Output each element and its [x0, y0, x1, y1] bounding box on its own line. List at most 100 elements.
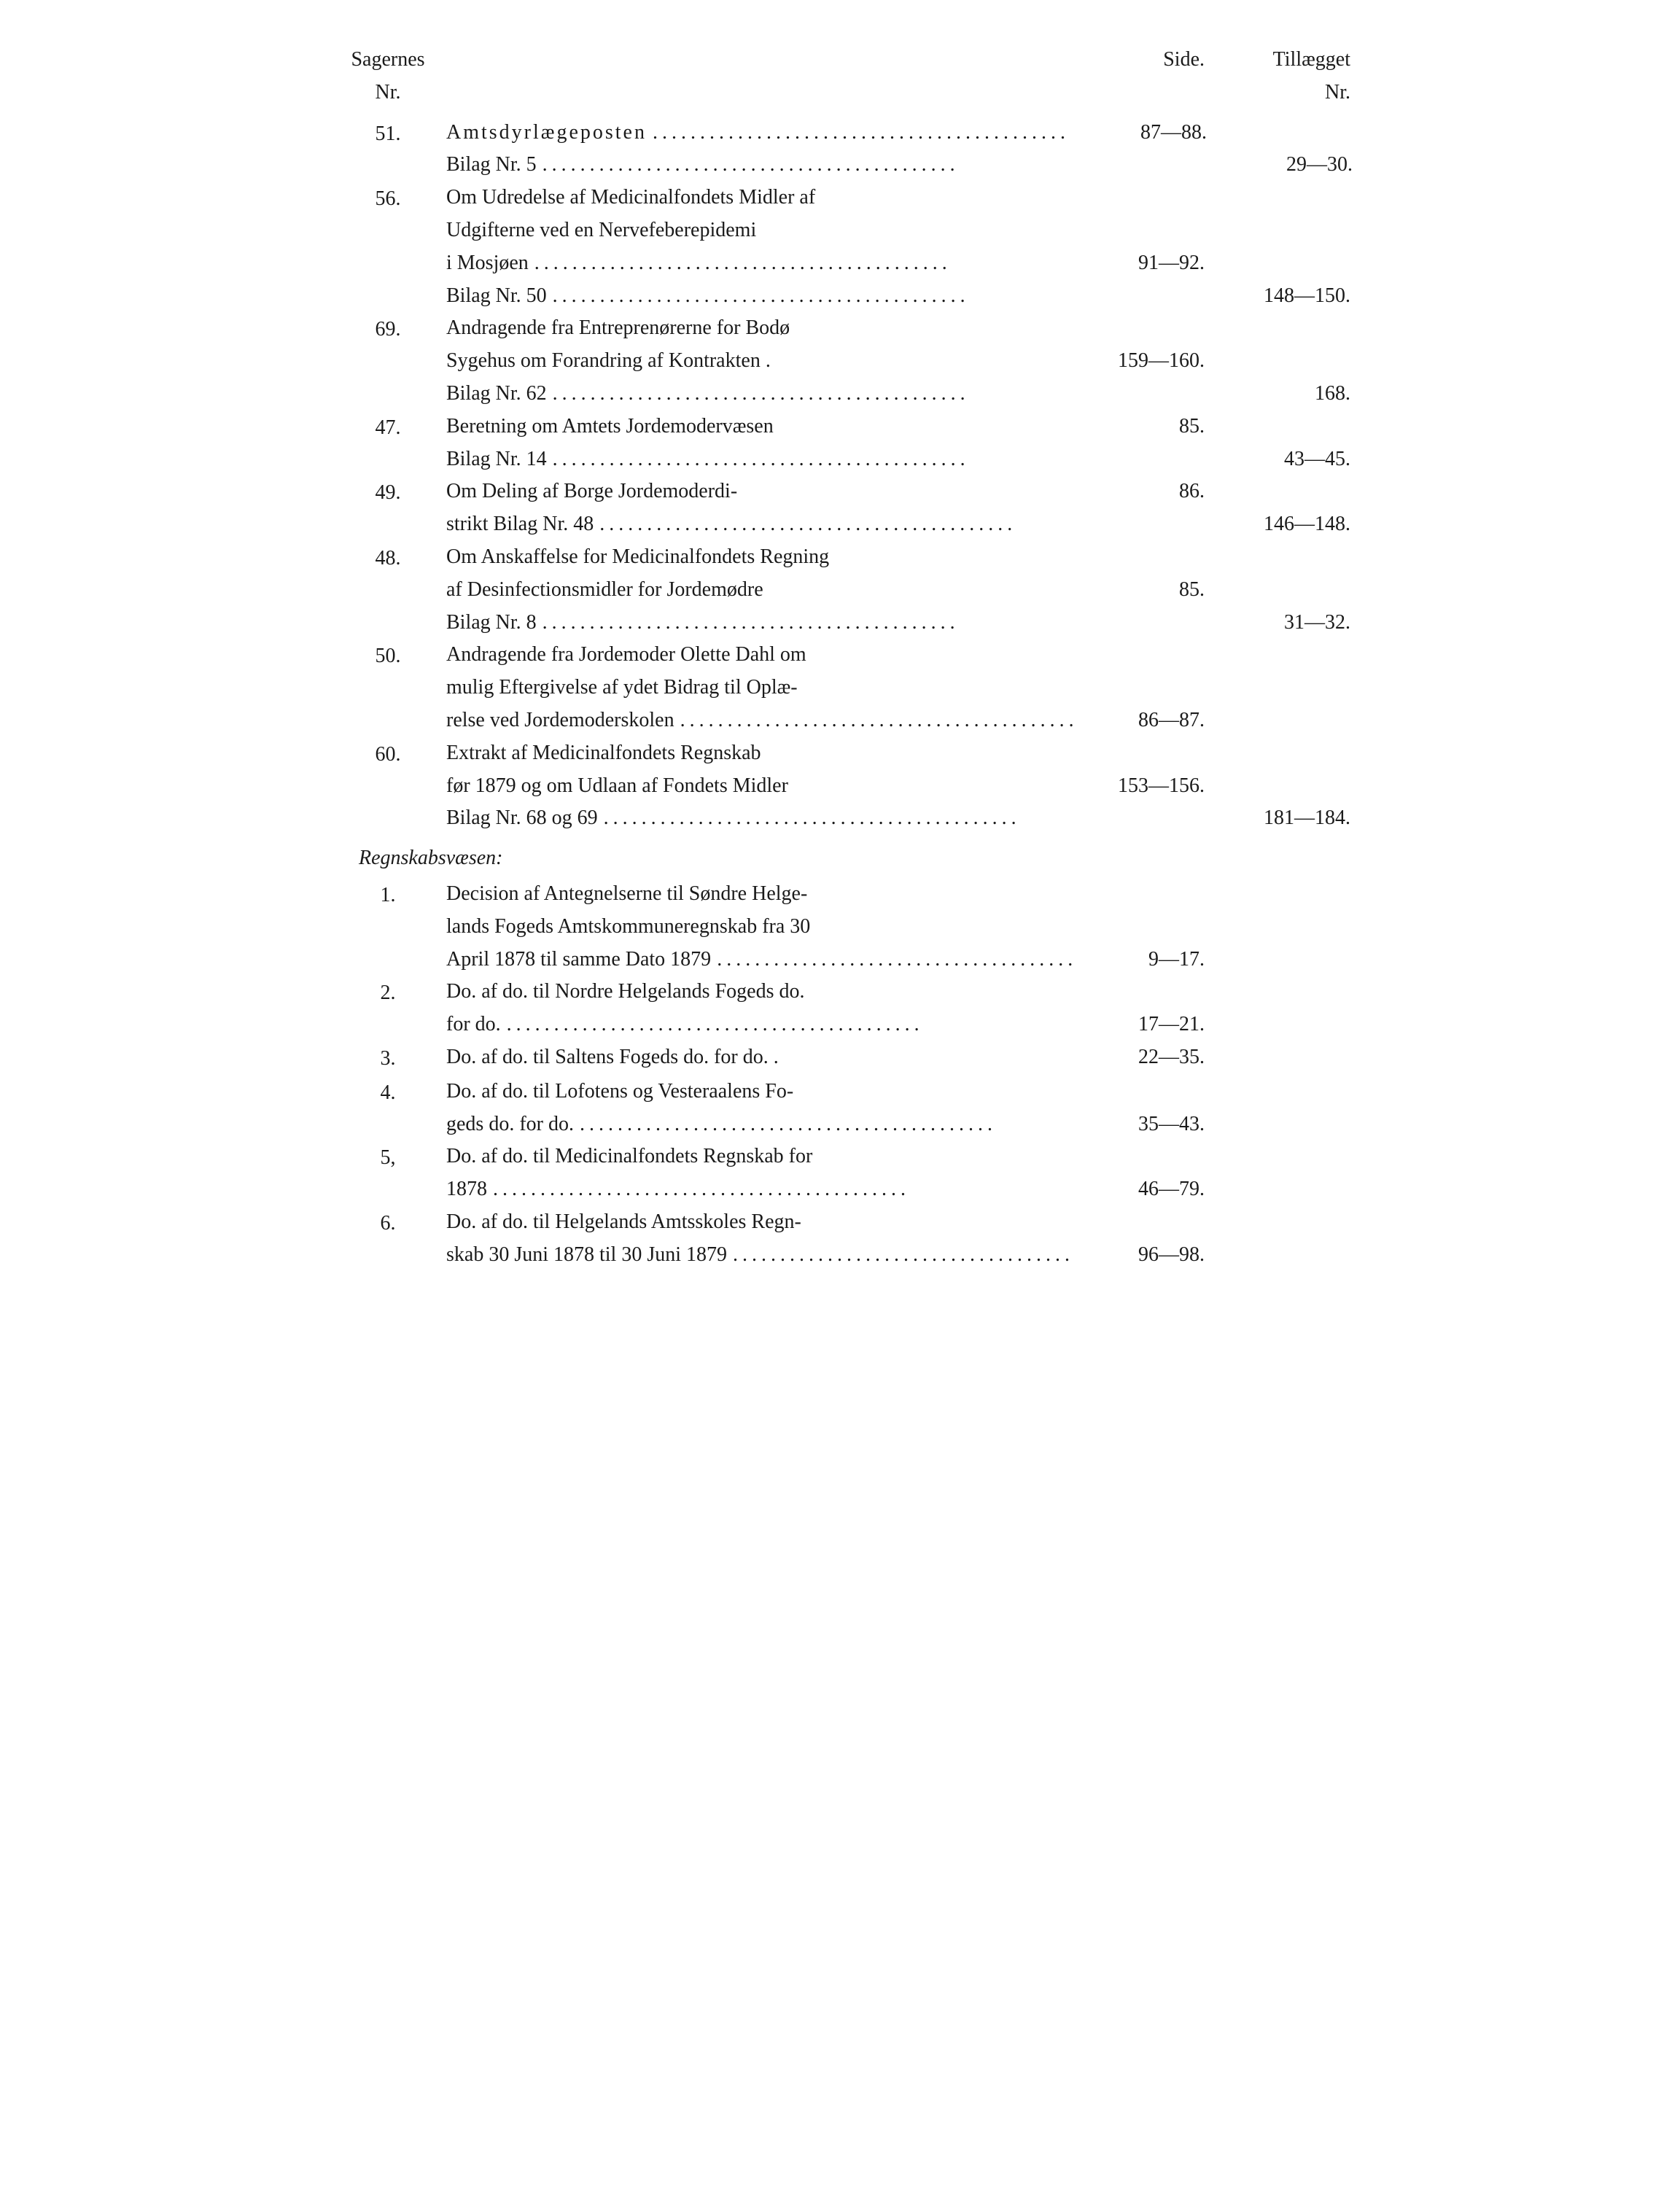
side-value: 35—43. — [1073, 1108, 1205, 1141]
leader-dots: ........................................… — [537, 149, 1076, 182]
side-value: 87—88. — [1076, 117, 1207, 149]
entry-line: Sygehus om Forandring af Kontrakten .159… — [446, 345, 1350, 378]
entry-text: for do. — [446, 1008, 501, 1041]
tillaeg-value: 43—45. — [1205, 443, 1350, 476]
entry-number: 6. — [330, 1206, 446, 1240]
entry-line: Bilag Nr. 50............................… — [446, 280, 1350, 313]
entry-line: af Desinfectionsmidler for Jordemødre 85. — [446, 574, 1350, 607]
header-tillaeg: Tillægget Nr. — [1205, 44, 1350, 109]
entry-body: Decision af Antegnelserne til Søndre Hel… — [446, 878, 1350, 976]
entry-line: relse ved Jordemoderskolen..............… — [446, 704, 1350, 737]
section-heading: Regnskabsvæsen: — [359, 842, 1350, 875]
entry-text: Andragende fra Jordemoder Olette Dahl om — [446, 639, 806, 672]
entry-line: Beretning om Amtets Jordemodervæsen85. — [446, 411, 1350, 443]
entry-line: Bilag Nr. 5.............................… — [446, 149, 1353, 182]
page-container: Sagernes Nr. Side. Tillægget Nr. 51.Amts… — [330, 44, 1350, 1271]
entry-line: Do. af do. til Nordre Helgelands Fogeds … — [446, 976, 1350, 1008]
entry-text: Do. af do. til Lofotens og Vesteraalens … — [446, 1076, 793, 1108]
tillaeg-value: 29—30. — [1207, 149, 1353, 182]
entry-number: 3. — [330, 1041, 446, 1076]
leader-dots: ........................................… — [674, 704, 1073, 737]
entry-text: Bilag Nr. 50 — [446, 280, 547, 313]
side-value: 96—98. — [1073, 1239, 1205, 1272]
entry-number: 5, — [330, 1140, 446, 1175]
entry-text: lands Fogeds Amtskommuneregnskab fra 30 — [446, 911, 810, 944]
table-row: 47.Beretning om Amtets Jordemodervæsen85… — [330, 411, 1350, 476]
entry-number: 60. — [330, 737, 446, 771]
entry-line: Bilag Nr. 68 og 69......................… — [446, 802, 1350, 835]
leader-dots: ........................................… — [547, 378, 1073, 411]
entry-line: før 1879 og om Udlaan af Fondets Midler1… — [446, 770, 1350, 803]
entry-body: Om Udredelse af Medicinalfondets Midler … — [446, 182, 1350, 312]
entry-line: Decision af Antegnelserne til Søndre Hel… — [446, 878, 1350, 911]
entry-body: Amtsdyrlægeposten.......................… — [446, 117, 1353, 182]
entry-number: 1. — [330, 878, 446, 912]
entry-text: mulig Eftergivelse af ydet Bidrag til Op… — [446, 672, 798, 704]
entry-line: Udgifterne ved en Nervefeberepidemi — [446, 214, 1350, 247]
entry-line: i Mosjøen...............................… — [446, 247, 1350, 280]
entry-body: Do. af do. til Medicinalfondets Regnskab… — [446, 1140, 1350, 1206]
header-side-text: Side. — [1073, 44, 1205, 77]
entry-line: Do. af do. til Saltens Fogeds do. for do… — [446, 1041, 1350, 1074]
entry-line: 1878....................................… — [446, 1173, 1350, 1206]
header-side: Side. — [1073, 44, 1205, 109]
entry-body: Beretning om Amtets Jordemodervæsen85.Bi… — [446, 411, 1350, 476]
entry-body: Andragende fra Entreprenørerne for BodøS… — [446, 312, 1350, 410]
entry-line: Do. af do. til Lofotens og Vesteraalens … — [446, 1076, 1350, 1108]
entry-text: Bilag Nr. 14 — [446, 443, 547, 476]
tillaeg-value: 31—32. — [1205, 607, 1350, 640]
column-headers: Sagernes Nr. Side. Tillægget Nr. — [330, 44, 1350, 109]
side-value: 22—35. — [1073, 1041, 1205, 1074]
leader-dots: ........................................… — [529, 247, 1073, 280]
entry-number: 47. — [330, 411, 446, 445]
entry-body: Do. af do. til Helgelands Amtsskoles Reg… — [446, 1206, 1350, 1272]
entry-line: lands Fogeds Amtskommuneregnskab fra 30 — [446, 911, 1350, 944]
entry-text: i Mosjøen — [446, 247, 529, 280]
leader-dots: ........................................… — [487, 1173, 1073, 1206]
side-value: 17—21. — [1073, 1008, 1205, 1041]
side-value: 86. — [1073, 475, 1205, 508]
entry-text: geds do. for do. — [446, 1108, 574, 1141]
header-nr-text: Nr. — [330, 77, 446, 109]
entry-text: Decision af Antegnelserne til Søndre Hel… — [446, 878, 807, 911]
leader-dots: ........................................… — [647, 117, 1076, 149]
entry-text: Om Anskaffelse for Medicinalfondets Regn… — [446, 541, 829, 574]
entry-text: Udgifterne ved en Nervefeberepidemi — [446, 214, 756, 247]
header-sagernes-text: Sagernes — [330, 44, 446, 77]
entry-text: af Desinfectionsmidler for Jordemødre — [446, 574, 763, 607]
table-row: 5,Do. af do. til Medicinalfondets Regnsk… — [330, 1140, 1350, 1206]
side-value: 9—17. — [1073, 944, 1205, 976]
side-value: 46—79. — [1073, 1173, 1205, 1206]
entry-body: Do. af do. til Saltens Fogeds do. for do… — [446, 1041, 1350, 1074]
entry-text: April 1878 til samme Dato 1879 — [446, 944, 711, 976]
entry-line: Bilag Nr. 14............................… — [446, 443, 1350, 476]
entry-number: 2. — [330, 976, 446, 1010]
header-tillaeg-text: Tillægget — [1205, 44, 1350, 77]
table-row: 60.Extrakt af Medicinalfondets Regnskabf… — [330, 737, 1350, 835]
leader-dots: ........................................… — [547, 443, 1073, 476]
leader-dots: ........................................… — [574, 1108, 1073, 1141]
entry-line: geds do. for do.........................… — [446, 1108, 1350, 1141]
entry-line: Andragende fra Entreprenørerne for Bodø — [446, 312, 1350, 345]
header-spacer — [446, 44, 1073, 109]
entry-line: April 1878 til samme Dato 1879..........… — [446, 944, 1350, 976]
entry-text: Amtsdyrlægeposten — [446, 117, 647, 149]
entry-number: 50. — [330, 639, 446, 673]
table-row: 4.Do. af do. til Lofotens og Vesteraalen… — [330, 1076, 1350, 1141]
entry-body: Do. af do. til Lofotens og Vesteraalens … — [446, 1076, 1350, 1141]
tillaeg-value: 168. — [1205, 378, 1350, 411]
entry-text: Sygehus om Forandring af Kontrakten . — [446, 345, 771, 378]
entry-text: skab 30 Juni 1878 til 30 Juni 1879 — [446, 1239, 727, 1272]
table-row: 50.Andragende fra Jordemoder Olette Dahl… — [330, 639, 1350, 736]
entry-line: Om Udredelse af Medicinalfondets Midler … — [446, 182, 1350, 214]
entry-number: 69. — [330, 312, 446, 346]
tillaeg-value: 181—184. — [1205, 802, 1350, 835]
entry-text: Do. af do. til Helgelands Amtsskoles Reg… — [446, 1206, 801, 1239]
entry-text: Om Udredelse af Medicinalfondets Midler … — [446, 182, 815, 214]
leader-dots: ........................................… — [727, 1239, 1073, 1272]
entry-text: Bilag Nr. 62 — [446, 378, 547, 411]
leader-dots: ........................................… — [547, 280, 1073, 313]
side-value: 85. — [1073, 574, 1205, 607]
entry-line: skab 30 Juni 1878 til 30 Juni 1879......… — [446, 1239, 1350, 1272]
side-value: 153—156. — [1073, 770, 1205, 803]
